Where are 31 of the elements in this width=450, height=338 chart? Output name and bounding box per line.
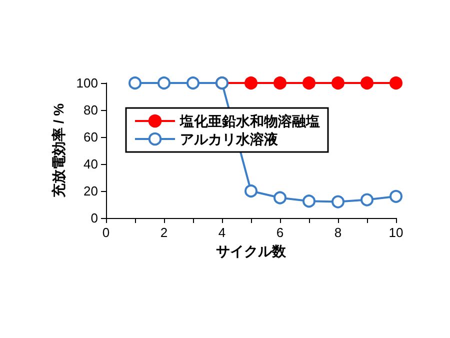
y-tick-label: 20 xyxy=(84,184,98,198)
y-tick-label: 40 xyxy=(84,156,98,172)
y-tick-label: 80 xyxy=(84,102,98,118)
point xyxy=(332,76,344,90)
point xyxy=(302,76,316,90)
point xyxy=(186,76,200,90)
point xyxy=(244,76,258,90)
point xyxy=(390,190,402,203)
point xyxy=(332,195,344,208)
x-tick-label: 10 xyxy=(388,225,404,240)
point xyxy=(244,184,258,198)
legend-label: アルカリ水溶液 xyxy=(180,131,279,147)
point xyxy=(390,76,402,90)
y-tick-label: 60 xyxy=(84,130,98,144)
point xyxy=(158,76,170,90)
y-tick-label: 0 xyxy=(90,210,98,226)
x-tick-label: 8 xyxy=(334,225,342,240)
point xyxy=(302,194,316,208)
x-tick-label: 2 xyxy=(160,225,168,240)
y-axis-title: 充放電効率 / % xyxy=(50,102,66,199)
point xyxy=(274,191,286,204)
point xyxy=(360,193,374,206)
legend-label: 塩化亜鉛水和物溶融塩 xyxy=(179,113,320,129)
point xyxy=(128,76,142,90)
x-tick-label: 6 xyxy=(276,225,284,240)
point xyxy=(274,76,286,90)
y-tick-label: 100 xyxy=(76,76,98,90)
point xyxy=(360,76,374,90)
x-tick-label: 4 xyxy=(218,225,226,240)
x-tick-label: 0 xyxy=(102,225,110,240)
x-axis-title: サイクル数 xyxy=(216,243,287,259)
